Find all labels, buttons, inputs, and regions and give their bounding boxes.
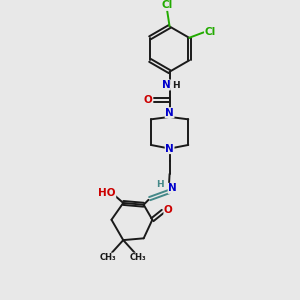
- Text: N: N: [165, 108, 174, 118]
- Text: Cl: Cl: [205, 27, 216, 37]
- Text: N: N: [168, 183, 177, 194]
- Text: O: O: [143, 95, 152, 105]
- Text: O: O: [164, 205, 173, 215]
- Text: H: H: [156, 180, 164, 189]
- Text: CH₃: CH₃: [100, 253, 116, 262]
- Text: HO: HO: [98, 188, 116, 198]
- Text: H: H: [172, 81, 180, 90]
- Text: N: N: [165, 144, 174, 154]
- Text: N: N: [162, 80, 170, 90]
- Text: Cl: Cl: [162, 0, 173, 11]
- Text: CH₃: CH₃: [130, 253, 147, 262]
